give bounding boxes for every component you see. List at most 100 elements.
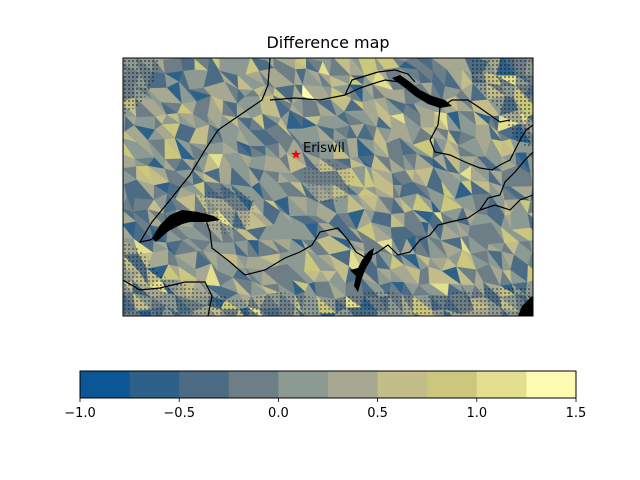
stipple-regions	[123, 58, 533, 316]
field-cell	[182, 324, 190, 337]
colorbar-tick-label: −1.0	[64, 406, 96, 421]
field-cell	[540, 327, 561, 342]
colorbar: −1.0 −0.5 0.0 0.5 1.0 1.5	[64, 370, 587, 421]
field-cell	[280, 324, 295, 340]
field-cell	[344, 321, 362, 337]
lake-geneva	[152, 210, 220, 242]
field-cell	[233, 323, 251, 338]
field-cell	[250, 324, 259, 342]
colorbar-tick-label: 0.0	[268, 406, 289, 421]
field-cell	[445, 327, 461, 339]
field-cell	[291, 328, 302, 337]
field-cell	[362, 320, 377, 340]
field-cell	[546, 172, 554, 181]
field-cell	[542, 96, 556, 109]
field-cell	[161, 321, 179, 342]
field-cell	[540, 327, 553, 342]
field-cell	[415, 325, 435, 339]
field-cell	[179, 324, 189, 337]
field-cell	[190, 320, 208, 334]
field-cell	[259, 321, 280, 342]
field-cell	[208, 320, 221, 338]
field-cell	[541, 140, 561, 157]
field-cell	[512, 322, 525, 336]
field-cell	[486, 322, 501, 342]
border-segment-southeast	[479, 194, 533, 211]
field-cell	[540, 58, 557, 76]
field-cell	[530, 185, 533, 202]
field-cell	[461, 322, 475, 334]
field-cell	[541, 180, 557, 199]
field-cell	[208, 320, 220, 338]
border-segment-northeast	[344, 69, 416, 96]
field-cell	[391, 323, 398, 339]
field-cell	[527, 200, 533, 215]
field-cell	[525, 328, 545, 341]
field-cell	[546, 168, 558, 180]
colorbar-bin-1	[129, 371, 180, 398]
field-cell	[532, 307, 533, 316]
colorbar-tick-label: 0.5	[367, 406, 388, 421]
field-cell	[542, 157, 558, 171]
field-cell	[539, 251, 557, 272]
field-cell	[152, 325, 161, 342]
field-cell	[527, 252, 533, 266]
field-cell	[306, 327, 316, 340]
field-cell	[372, 320, 391, 340]
field-cell	[539, 96, 557, 110]
field-cell	[543, 278, 554, 299]
border-segment-east	[439, 99, 511, 123]
field-cell	[329, 327, 344, 343]
field-cell	[315, 328, 338, 342]
field-cell	[547, 225, 557, 240]
colorbar-bin-3	[228, 371, 279, 398]
field-cell	[472, 327, 486, 341]
field-cell	[539, 210, 554, 225]
colorbar-tick-label: 1.5	[566, 406, 587, 421]
field-cell	[539, 266, 559, 279]
field-cell	[472, 322, 487, 340]
stipple-region-ne	[470, 58, 533, 150]
field-cell	[329, 321, 346, 337]
field-cell	[543, 298, 554, 312]
field-cell	[541, 131, 560, 145]
field-cell	[539, 239, 557, 250]
field-cell	[222, 322, 234, 338]
field-cell	[220, 322, 233, 338]
field-cell	[399, 327, 415, 339]
field-cell	[393, 323, 406, 339]
field-cell	[362, 324, 373, 340]
field-cell	[406, 325, 419, 336]
field-cell	[539, 239, 555, 251]
field-cell	[527, 213, 533, 229]
field-cell	[543, 278, 559, 299]
field-cell	[530, 173, 533, 187]
field-cell	[445, 322, 461, 340]
lakes	[152, 75, 533, 316]
field-cell	[233, 323, 251, 336]
field-cell	[281, 324, 295, 337]
colorbar-bin-9	[526, 371, 577, 398]
map-title: Difference map	[266, 33, 390, 52]
lake-constance	[392, 75, 452, 108]
field-cell	[539, 266, 559, 279]
field-cell	[540, 76, 555, 86]
field-cell	[266, 321, 281, 340]
field-cell	[133, 321, 153, 342]
field-cell	[501, 325, 512, 342]
field-cell	[527, 264, 533, 283]
stipple-region-nw	[123, 58, 160, 115]
lake-southeast-corner	[518, 296, 533, 316]
field-cell	[541, 194, 557, 211]
field-cell	[316, 327, 338, 343]
field-cell	[547, 126, 561, 140]
colorbar-bin-7	[427, 371, 478, 398]
field-cell	[526, 152, 533, 175]
field-cell	[542, 56, 559, 74]
field-cell	[547, 180, 557, 194]
stipple-region-south	[123, 240, 533, 316]
field-cell	[540, 313, 561, 327]
field-cell	[545, 312, 561, 328]
colorbar-tick-label: −0.5	[163, 406, 195, 421]
colorbar-bin-6	[377, 371, 428, 398]
